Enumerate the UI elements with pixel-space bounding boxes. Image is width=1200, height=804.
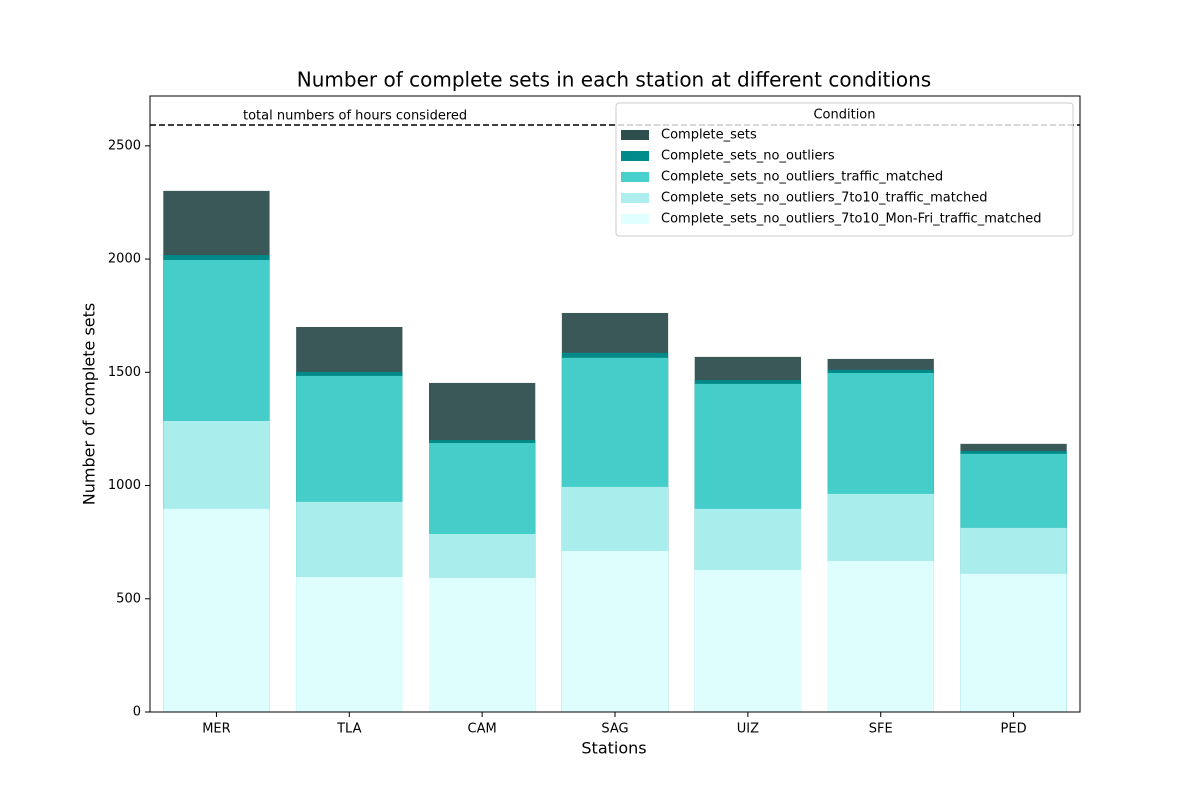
bar	[429, 577, 536, 712]
bar	[163, 508, 270, 712]
y-tick-label: 500	[116, 591, 141, 606]
y-tick-label: 2500	[108, 138, 141, 153]
x-axis-label: Stations	[581, 739, 646, 758]
legend-label: Complete_sets	[661, 128, 757, 143]
y-tick-label: 0	[133, 705, 141, 720]
legend-title: Condition	[813, 108, 875, 123]
bar	[694, 570, 801, 712]
x-tick-label: UIZ	[737, 722, 759, 737]
y-axis-label: Number of complete sets	[80, 303, 99, 505]
legend-label: Complete_sets_no_outliers_7to10_traffic_…	[661, 191, 987, 206]
bar	[561, 550, 669, 712]
reference-label: total numbers of hours considered	[243, 108, 467, 123]
axes-frame	[149, 95, 1081, 713]
x-tick-label: MER	[202, 722, 230, 737]
legend-label: Complete_sets_no_outliers_traffic_matche…	[661, 170, 943, 185]
legend-swatch	[621, 130, 649, 140]
legend-swatch	[621, 172, 649, 182]
x-tick-label: SFE	[869, 722, 893, 737]
x-tick-label: TLA	[336, 722, 361, 737]
y-tick-label: 1500	[108, 365, 141, 380]
y-tick-label: 2000	[108, 252, 141, 267]
legend-label: Complete_sets_no_outliers_7to10_Mon-Fri_…	[661, 212, 1042, 227]
legend-swatch	[621, 214, 649, 224]
y-tick-label: 1000	[108, 478, 141, 493]
legend-swatch	[621, 193, 649, 203]
bar	[296, 577, 403, 712]
x-tick-label: PED	[1001, 722, 1027, 737]
bar	[960, 573, 1067, 712]
legend-box	[615, 102, 1074, 237]
chart-title: Number of complete sets in each station …	[297, 68, 931, 92]
legend-label: Complete_sets_no_outliers	[661, 149, 835, 164]
x-tick-label: SAG	[601, 722, 628, 737]
x-tick-label: CAM	[468, 722, 497, 737]
legend-swatch	[621, 151, 649, 161]
bar	[827, 560, 934, 712]
